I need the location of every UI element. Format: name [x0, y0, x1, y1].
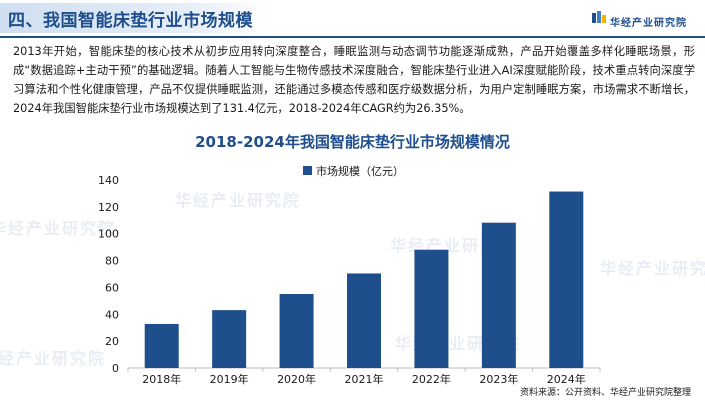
- y-tick-label: 20: [105, 335, 119, 348]
- legend-label: 市场规模（亿元）: [316, 164, 404, 178]
- y-tick-label: 60: [105, 281, 119, 294]
- brand-logo-icon: [592, 11, 606, 23]
- brand: 华经产业研究院: [592, 11, 687, 29]
- watermark: 华经产业研究院: [600, 259, 705, 278]
- bar: [549, 191, 584, 368]
- bar: [347, 273, 381, 368]
- page-header: 四、我国智能床垫行业市场规模 华经产业研究院: [0, 0, 705, 38]
- y-tick-label: 140: [98, 174, 119, 187]
- y-tick-label: 80: [105, 255, 119, 268]
- bar: [414, 249, 449, 368]
- x-tick-label: 2022年: [412, 372, 451, 386]
- brand-name: 华经产业研究院: [610, 18, 687, 29]
- bar: [481, 222, 516, 368]
- chart-title: 2018-2024年我国智能床垫行业市场规模情况: [195, 133, 510, 151]
- x-tick-label: 2021年: [345, 372, 384, 386]
- watermark: 华经产业研究院: [0, 219, 117, 238]
- watermark: 华经产业研究院: [0, 349, 107, 368]
- header-title-band: [0, 3, 270, 33]
- x-tick-label: 2020年: [277, 372, 316, 386]
- x-tick-label: 2024年: [547, 372, 586, 386]
- legend-swatch: [303, 166, 312, 175]
- bar: [279, 294, 314, 368]
- intro-paragraph: 2013年开始，智能床垫的核心技术从初步应用转向深度整合，睡眠监测与动态调节功能…: [13, 45, 695, 115]
- y-tick-label: 40: [105, 308, 119, 321]
- y-tick-label: 0: [112, 362, 119, 375]
- y-tick-label: 100: [98, 228, 119, 241]
- bar: [144, 323, 179, 368]
- source-note: 资料来源：公开资料、华经产业研究院整理: [519, 388, 691, 398]
- y-tick-label: 120: [98, 201, 119, 214]
- x-tick-label: 2023年: [479, 372, 518, 386]
- x-tick-label: 2018年: [142, 372, 181, 386]
- bar: [212, 310, 247, 368]
- watermark: 华经产业研究院: [175, 191, 302, 210]
- page-title: 四、我国智能床垫行业市场规模: [8, 11, 253, 31]
- x-tick-label: 2019年: [210, 372, 249, 386]
